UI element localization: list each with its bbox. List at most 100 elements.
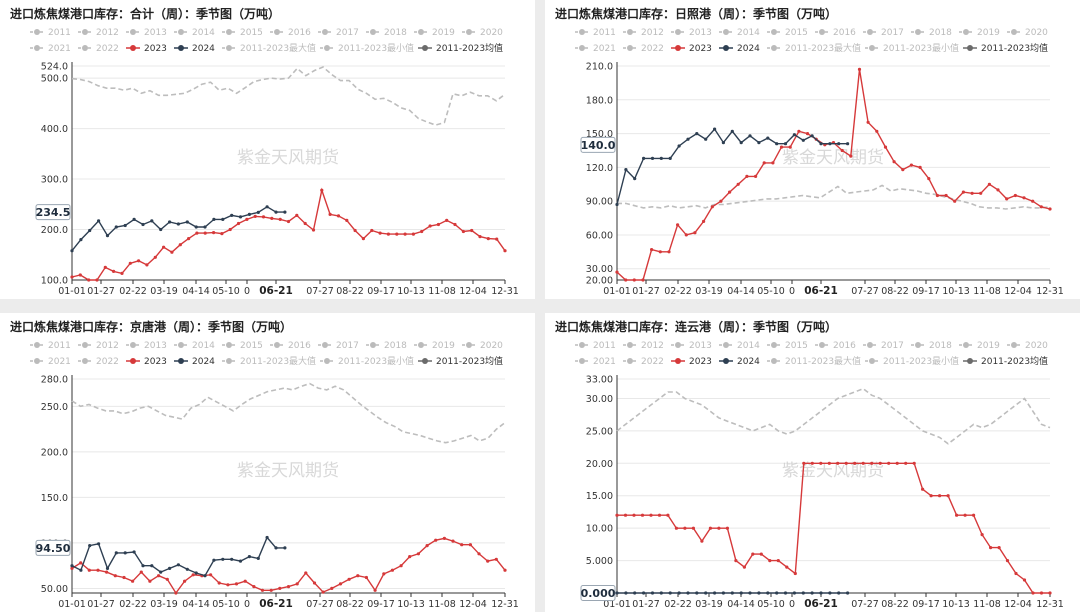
point-2024 [194,225,198,229]
x-tick-label: 08-22 [336,599,364,610]
point-2023 [220,232,224,236]
point-2023 [1048,591,1052,595]
legend-label: 2023 [144,44,167,54]
point-2023 [624,278,628,282]
y-tick-label: 20.00 [586,276,613,287]
point-2023 [330,586,334,590]
legend-dot [967,358,973,364]
value-badge-label: 94.50 [36,542,71,555]
x-tick-label: 07-27 [306,599,334,610]
point-2023 [793,571,797,576]
point-2024 [810,591,814,595]
point-2024 [159,227,163,232]
point-2024 [704,137,708,141]
x-tick-label: 12-04 [459,286,487,297]
legend-dot [819,342,825,348]
point-2023 [676,223,680,227]
legend-label: 2021 [593,357,616,367]
point-2023 [702,219,706,223]
point-2023 [295,582,299,586]
point-2023 [779,145,784,149]
point-2024 [256,556,260,560]
legend-label: 2022 [96,44,119,54]
point-2024 [230,213,234,217]
point-2024 [114,551,118,555]
series-line-average [617,184,1051,210]
point-2023 [972,513,976,517]
legend-label: 2024 [192,357,215,367]
point-2023 [408,555,412,559]
chart-title: 进口炼焦煤港口库存：连云港（周）：季节图（万吨） [555,319,837,334]
point-2023 [657,513,662,517]
legend-dot [963,29,969,35]
point-2023 [921,487,925,491]
point-2023 [836,461,840,465]
point-2023 [1014,571,1018,576]
point-2023 [953,199,957,203]
x-tick-label: 11-08 [973,599,1001,610]
point-2024 [185,567,189,571]
point-2023 [187,237,191,241]
point-2023 [632,513,636,517]
y-tick-label: 30.00 [586,264,613,275]
point-2023 [303,221,307,226]
y-tick-label: 250.0 [41,402,68,413]
point-2023 [979,191,983,195]
x-tick-label: 03-19 [695,286,723,297]
legend-dot [82,29,88,35]
legend-label: 2020 [480,341,503,351]
legend-dot [579,342,585,348]
point-2023 [734,559,738,563]
x-tick-label: 10-13 [397,599,425,610]
chart-panel-rizhao: 进口炼焦煤港口库存：日照港（周）：季节图（万吨） 2011 2012 2013 2014… [545,0,1080,299]
watermark: 紫金天风期货 [782,148,884,168]
point-2023 [935,193,939,198]
x-tick-label: 04-14 [727,599,755,610]
y-tick-label: 500.0 [41,74,68,85]
point-2024 [775,142,779,146]
point-2024 [721,141,725,145]
x-tick-label: 02-22 [664,286,692,297]
point-2024 [238,559,243,563]
legend-label: 2021 [48,44,71,54]
legend-label: 2011-2023最大值 [785,355,861,367]
legend-label: 2011 [593,28,616,38]
point-2024 [247,212,251,216]
x-tick-label: 10-13 [942,286,970,297]
legend-dot [627,29,633,35]
legend-dot [178,342,184,348]
chart-svg: 进口炼焦煤港口库存：京唐港（周）：季节图（万吨） 2011 2012 2013 2014… [10,319,519,610]
point-2024 [168,566,172,570]
legend-dot [466,342,472,348]
legend-label: 2017 [881,28,904,38]
legend-label: 2011-2023均值 [436,42,503,54]
point-2024 [132,550,136,554]
point-2024 [141,222,145,227]
point-2023 [693,231,697,235]
x-tick-label: 06-21 [259,285,293,297]
series-line-average [616,387,1051,445]
point-2023 [849,154,853,158]
x-tick-label: 11-08 [973,286,1001,297]
x-tick-label: 11-08 [428,286,456,297]
point-2024 [659,591,663,595]
legend-label: 2013 [144,28,167,38]
point-2023 [649,513,653,517]
point-2023 [321,590,325,594]
legend-dot [82,358,88,364]
y-tick-label: 15.00 [586,491,613,502]
x-tick-label: 05-10 [212,286,240,297]
point-2023 [312,581,317,585]
point-2024 [615,591,619,595]
x-tick-label: 09-17 [367,286,395,297]
point-2023 [963,513,967,517]
point-2023 [345,218,349,222]
legend-dot [130,45,136,51]
legend-label: 2017 [881,341,904,351]
legend-dot [34,358,40,364]
point-2024 [739,591,743,595]
point-2023 [1031,591,1035,595]
point-2023 [929,494,933,498]
legend-dot [324,45,330,51]
point-2023 [234,582,239,586]
